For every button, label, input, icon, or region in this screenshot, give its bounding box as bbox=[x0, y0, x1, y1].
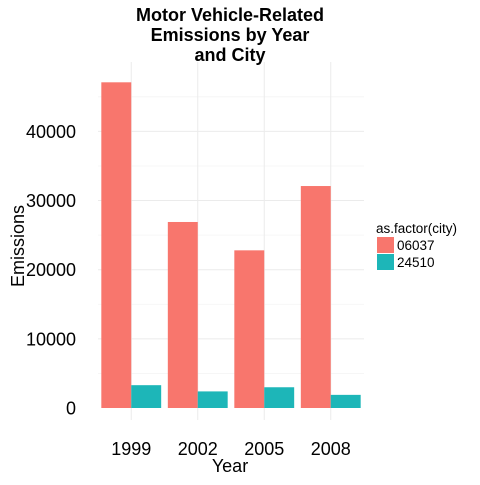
legend-title: as.factor(city) bbox=[376, 221, 457, 236]
bar-06037-2008 bbox=[300, 186, 331, 408]
y-axis-label: Emissions bbox=[8, 205, 28, 287]
bar-06037-2002 bbox=[167, 221, 198, 408]
y-axis-ticks: 0 10000 20000 30000 40000 bbox=[26, 122, 76, 419]
y-tick-label: 30000 bbox=[26, 191, 76, 211]
bars bbox=[101, 82, 361, 408]
x-tick-label: 1999 bbox=[111, 439, 151, 459]
x-axis-ticks: 1999 2002 2005 2008 bbox=[111, 439, 351, 459]
legend-label-24510: 24510 bbox=[397, 255, 435, 270]
y-tick-label: 0 bbox=[66, 399, 76, 419]
legend-label-06037: 06037 bbox=[397, 238, 435, 253]
bar-24510-1999 bbox=[131, 385, 162, 408]
bar-06037-2005 bbox=[234, 250, 265, 408]
y-tick-label: 20000 bbox=[26, 260, 76, 280]
y-tick-label: 10000 bbox=[26, 329, 76, 349]
x-tick-label: 2002 bbox=[178, 439, 218, 459]
bar-24510-2005 bbox=[264, 387, 295, 408]
y-tick-label: 40000 bbox=[26, 122, 76, 142]
bar-24510-2002 bbox=[197, 391, 228, 408]
legend-swatch-06037 bbox=[377, 237, 394, 253]
x-tick-label: 2008 bbox=[311, 439, 351, 459]
legend: as.factor(city) 06037 24510 bbox=[376, 221, 457, 270]
chart-title-line-3: and City bbox=[194, 45, 265, 65]
chart-title-line-2: Emissions by Year bbox=[151, 25, 310, 45]
x-axis-label: Year bbox=[212, 456, 248, 476]
bar-06037-1999 bbox=[101, 82, 132, 408]
legend-swatch-24510 bbox=[377, 254, 394, 270]
chart-title-line-1: Motor Vehicle-Related bbox=[136, 5, 324, 25]
x-tick-label: 2005 bbox=[244, 439, 284, 459]
bar-24510-2008 bbox=[330, 394, 361, 408]
